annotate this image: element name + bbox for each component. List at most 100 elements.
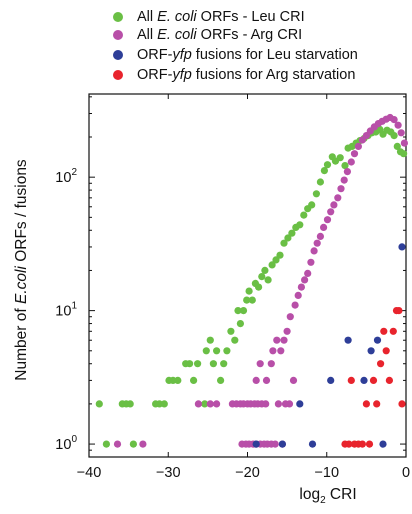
data-point: [373, 400, 381, 408]
data-point: [350, 150, 359, 158]
data-point: [395, 307, 403, 315]
x-axis-label: log2 CRI: [299, 485, 357, 507]
data-point: [320, 223, 328, 231]
data-point: [202, 347, 210, 355]
data-point: [174, 376, 182, 384]
data-point: [365, 440, 374, 448]
data-point: [113, 440, 122, 448]
data-point: [217, 376, 225, 384]
data-point: [252, 440, 260, 448]
legend-label-leu-cri: All E. coli ORFs - Leu CRI: [137, 9, 305, 25]
data-point: [296, 400, 304, 408]
series-3: [341, 307, 406, 448]
data-point: [289, 376, 298, 384]
data-point: [272, 256, 280, 264]
data-point: [220, 360, 228, 368]
data-point: [280, 239, 288, 247]
data-point: [139, 440, 147, 448]
y-axis-label: Number of E.coli ORFs / fusions: [13, 159, 30, 381]
data-point: [380, 327, 388, 335]
data-point: [283, 327, 291, 335]
data-point: [102, 440, 110, 448]
data-point: [320, 167, 328, 175]
series-2: [252, 243, 406, 448]
data-point: [398, 400, 406, 408]
data-point: [337, 185, 345, 193]
x-tick-label: −20: [235, 465, 260, 481]
data-point: [252, 376, 260, 384]
data-point: [231, 336, 239, 344]
data-point: [390, 132, 398, 140]
x-tick-label: 0: [402, 465, 410, 481]
data-point: [400, 150, 408, 158]
legend-marker-leu-cri: [113, 12, 123, 22]
data-point: [239, 307, 248, 315]
data-point: [288, 229, 296, 237]
data-point: [291, 301, 299, 309]
axis-ticks: −40 −30 −20 −10 0 100 101 102: [55, 94, 410, 481]
data-point: [297, 283, 305, 291]
y-tick-label: 102: [55, 167, 77, 186]
data-point: [236, 320, 244, 328]
data-point: [261, 266, 269, 274]
data-point: [234, 307, 242, 315]
legend-label-arg-cri: All E. coli ORFs - Arg CRI: [137, 27, 303, 43]
data-point: [186, 360, 194, 368]
data-point: [313, 239, 321, 247]
data-point: [379, 440, 387, 448]
data-point: [278, 440, 286, 448]
legend-marker-arg-fusions: [113, 70, 123, 80]
data-point: [310, 247, 318, 255]
legend-item-leu-cri: All E. coli ORFs - Leu CRI: [113, 8, 305, 26]
data-point: [362, 400, 370, 408]
data-point: [369, 376, 378, 384]
y-tick-label: 100: [55, 434, 77, 453]
data-point: [327, 208, 335, 216]
data-point: [307, 258, 315, 266]
data-point: [358, 440, 366, 448]
legend-item-leu-fusions: ORF-yfp fusions for Leu starvation: [113, 46, 358, 64]
data-point: [284, 234, 292, 242]
data-point: [382, 347, 390, 355]
data-point: [194, 400, 202, 408]
data-point: [389, 327, 397, 335]
legend-label-leu-fusions: ORF-yfp fusions for Leu starvation: [137, 47, 358, 63]
data-point: [274, 400, 282, 408]
x-tick-label: −40: [77, 465, 102, 481]
data-point: [294, 291, 302, 299]
data-point: [341, 162, 349, 170]
data-point: [286, 313, 294, 321]
data-point: [301, 276, 309, 284]
data-point: [262, 376, 271, 384]
legend-item-arg-fusions: ORF-yfp fusions for Arg starvation: [113, 66, 355, 84]
data-point: [347, 158, 355, 166]
data-point: [336, 154, 344, 162]
data-point: [276, 251, 284, 259]
data-point: [227, 327, 235, 335]
data-point: [206, 336, 214, 344]
data-point: [206, 400, 214, 408]
data-point: [316, 178, 324, 186]
data-point: [347, 376, 355, 384]
data-point: [308, 440, 317, 448]
data-point: [213, 400, 221, 408]
legend-item-arg-cri: All E. coli ORFs - Arg CRI: [113, 26, 302, 44]
x-tick-label: −30: [156, 465, 181, 481]
data-points: [95, 113, 408, 448]
data-point: [255, 283, 263, 291]
data-point: [269, 347, 277, 355]
legend-marker-leu-fusions: [113, 50, 123, 60]
data-point: [345, 440, 353, 448]
data-point: [126, 400, 134, 408]
legend-marker-arg-cri: [113, 30, 123, 40]
data-point: [316, 232, 324, 240]
data-point: [327, 376, 335, 384]
data-point: [258, 273, 266, 281]
data-point: [256, 360, 264, 368]
y-tick-label: 101: [55, 301, 77, 320]
data-point: [330, 201, 338, 209]
data-point: [264, 276, 272, 284]
series-0: [95, 125, 408, 448]
data-point: [385, 376, 393, 384]
